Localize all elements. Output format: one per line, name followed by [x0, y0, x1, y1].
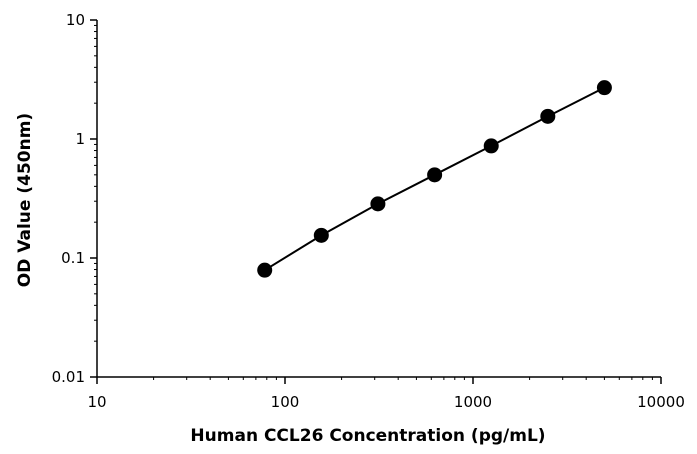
x-axis-label: Human CCL26 Concentration (pg/mL)	[190, 426, 545, 446]
data-point	[313, 227, 329, 243]
x-tick-label: 10	[87, 393, 106, 411]
y-tick-label: 0.01	[52, 368, 85, 386]
data-point	[257, 262, 273, 278]
data-point	[427, 167, 443, 183]
data-point	[540, 108, 556, 124]
data-point	[370, 196, 386, 212]
series-layer	[257, 80, 612, 278]
x-tick-label: 100	[271, 393, 300, 411]
y-tick-label: 0.1	[61, 249, 85, 267]
x-tick-label: 10000	[637, 393, 685, 411]
y-axis-label: OD Value (450nm)	[15, 113, 35, 287]
y-tick-label: 1	[75, 130, 85, 148]
data-point	[483, 138, 499, 154]
data-point	[596, 80, 612, 96]
y-tick-label: 10	[66, 11, 85, 29]
axes: 10 100 1000 10000 0.01 0.1 1 10	[52, 11, 685, 411]
x-tick-label: 1000	[454, 393, 492, 411]
